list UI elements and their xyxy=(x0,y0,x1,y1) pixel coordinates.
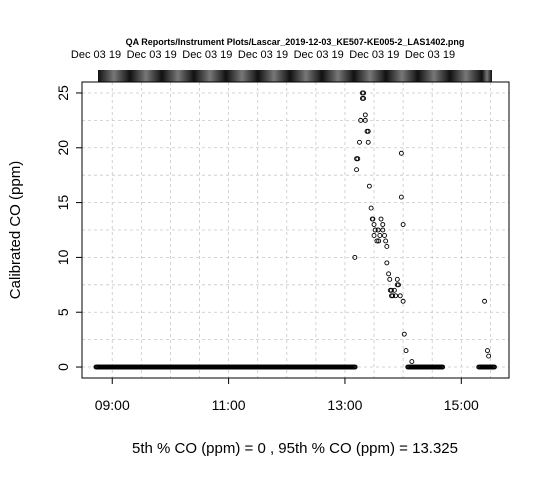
top-tick-label: Dec 03 19 xyxy=(405,49,455,61)
data-point xyxy=(371,222,377,227)
date-strip-segment xyxy=(290,70,322,82)
grid-lines xyxy=(82,82,509,378)
data-point xyxy=(400,222,406,227)
data-point xyxy=(378,216,384,222)
y-tick-label: 0 xyxy=(55,363,71,371)
data-point xyxy=(368,205,374,211)
data-point xyxy=(380,227,386,233)
top-tick-label: Dec 03 19 xyxy=(182,49,232,61)
x-axis-label: 5th % CO (ppm) = 0 , 95th % CO (ppm) = 1… xyxy=(132,440,458,457)
data-point xyxy=(366,183,372,189)
data-point xyxy=(391,287,397,293)
date-strip-segment xyxy=(194,70,226,82)
date-strip-segment xyxy=(354,70,386,82)
y-axis-label: Calibrated CO (ppm) xyxy=(7,161,24,299)
data-point xyxy=(398,194,404,200)
data-point xyxy=(440,364,446,370)
data-point xyxy=(486,353,492,359)
data-point xyxy=(361,90,367,96)
date-strip-segment xyxy=(482,70,492,82)
top-tick-label: Dec 03 19 xyxy=(238,49,288,61)
x-tick-label: 09:00 xyxy=(95,397,130,413)
data-point xyxy=(394,276,400,282)
plot-frame xyxy=(81,81,510,379)
data-point xyxy=(389,287,394,293)
data-point xyxy=(362,112,368,118)
data-point xyxy=(387,276,393,282)
date-strip-segment xyxy=(162,70,194,82)
data-point xyxy=(390,293,396,299)
x-tick-label: 13:00 xyxy=(327,397,362,413)
top-tick-labels: Dec 03 19 Dec 03 19 Dec 03 19 Dec 03 19 Dec … xyxy=(71,49,455,61)
date-strip-segment xyxy=(258,70,290,82)
data-point xyxy=(361,95,367,101)
data-point xyxy=(398,150,404,156)
data-point xyxy=(397,293,403,299)
data-point xyxy=(376,238,382,244)
data-point xyxy=(380,222,386,227)
data-point xyxy=(371,233,377,238)
data-point xyxy=(485,348,490,354)
data-point xyxy=(352,364,358,370)
top-date-strip xyxy=(98,70,492,82)
data-point xyxy=(355,156,361,162)
data-point xyxy=(383,238,389,244)
data-point xyxy=(382,233,387,238)
data-point xyxy=(384,260,390,266)
top-tick-label: Dec 03 19 xyxy=(294,49,344,61)
chart-title: QA Reports/Instrument Plots/Lascar_2019-… xyxy=(126,37,465,47)
data-point xyxy=(352,254,358,260)
date-strip-segment xyxy=(450,70,482,82)
data-point xyxy=(393,293,399,299)
date-strip-segment xyxy=(226,70,258,82)
y-axis: 0 5 10 15 20 25 xyxy=(55,85,82,371)
date-strip-segment xyxy=(322,70,354,82)
y-tick-label: 15 xyxy=(55,195,71,211)
data-point xyxy=(482,298,488,304)
date-strip-segment xyxy=(98,70,130,82)
data-points xyxy=(93,90,497,370)
date-strip-segment xyxy=(418,70,450,82)
x-tick-label: 15:00 xyxy=(444,397,479,413)
data-point xyxy=(372,227,378,233)
data-point xyxy=(357,139,362,145)
data-point xyxy=(377,233,383,238)
x-tick-label: 11:00 xyxy=(212,397,246,413)
data-point xyxy=(365,128,371,134)
data-point xyxy=(365,139,371,145)
data-point xyxy=(362,117,368,123)
data-point xyxy=(409,359,415,365)
y-tick-label: 20 xyxy=(55,140,71,156)
data-point xyxy=(354,167,360,173)
data-point xyxy=(400,298,406,304)
x-axis: 09:00 11:00 13:00 15:00 xyxy=(95,378,479,413)
y-tick-label: 25 xyxy=(55,85,71,101)
data-point xyxy=(358,117,364,123)
data-point xyxy=(386,271,392,277)
data-point xyxy=(403,348,409,354)
data-point xyxy=(492,364,497,370)
top-tick-label: Dec 03 19 xyxy=(127,49,177,61)
date-strip-segment xyxy=(386,70,418,82)
date-strip-segment xyxy=(130,70,162,82)
y-tick-label: 5 xyxy=(55,308,71,316)
data-point xyxy=(396,282,401,288)
data-point xyxy=(384,243,390,249)
data-point xyxy=(374,238,380,244)
top-tick-label: Dec 03 19 xyxy=(71,49,121,61)
top-tick-label: Dec 03 19 xyxy=(349,49,399,61)
data-point xyxy=(401,331,407,337)
data-point xyxy=(370,216,376,222)
y-tick-label: 10 xyxy=(55,249,71,265)
data-point xyxy=(375,227,381,233)
